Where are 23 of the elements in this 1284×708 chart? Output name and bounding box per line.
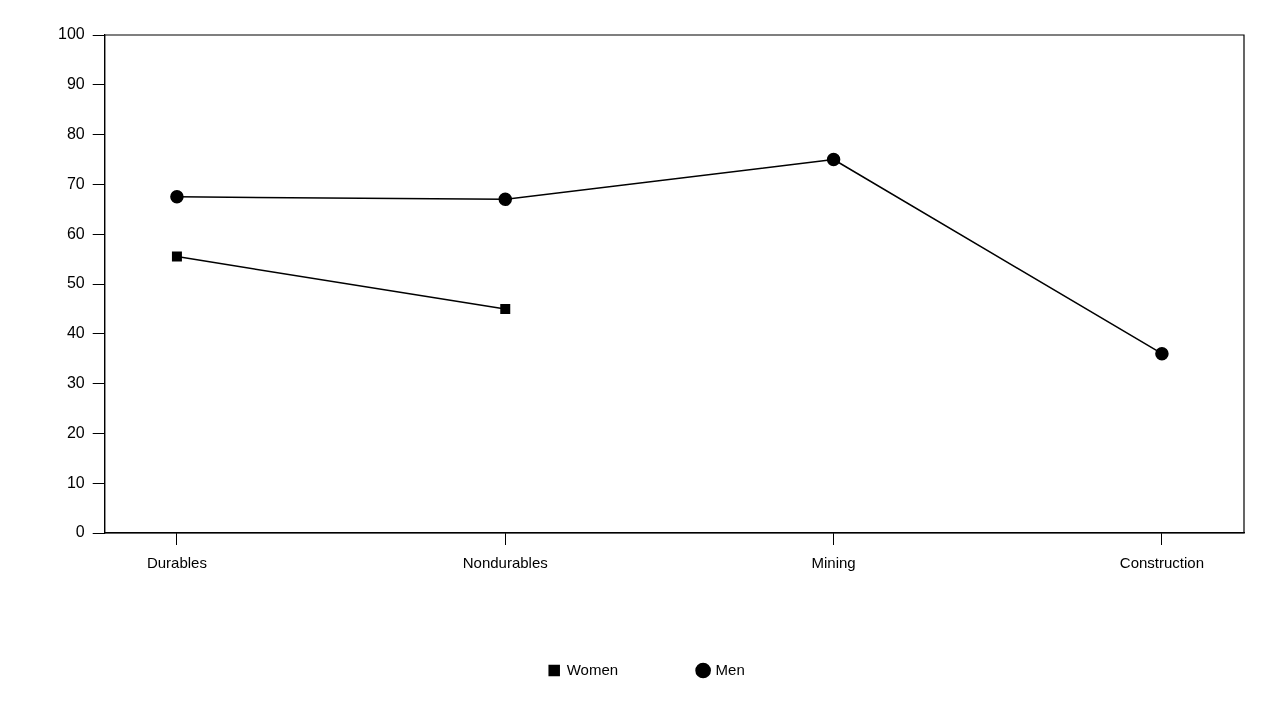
x-tick-label: Mining	[811, 554, 856, 572]
point	[170, 190, 184, 204]
y-tick-label: 30	[66, 374, 85, 392]
point	[1155, 346, 1169, 361]
y-tick-label: 50	[66, 274, 85, 292]
y-tick-label: 80	[66, 125, 85, 143]
legend-label: Women	[566, 660, 619, 678]
x-tick-label: Construction	[1119, 554, 1205, 572]
y-tick-label: 20	[66, 423, 85, 441]
y-tick-label: 90	[66, 75, 85, 93]
legend-label: Men	[715, 660, 745, 678]
point	[171, 251, 182, 262]
x-tick-label: Nondurables	[462, 554, 548, 572]
x-tick-label: Durables	[146, 554, 207, 572]
y-tick-label: 60	[66, 224, 85, 242]
point	[498, 192, 513, 207]
y-tick-label: 100	[57, 25, 85, 43]
y-tick-label: 10	[66, 473, 85, 491]
y-tick-label: 40	[66, 324, 85, 342]
point	[826, 152, 841, 167]
point	[500, 303, 511, 314]
y-tick-label: 0	[75, 523, 85, 541]
y-tick-label: 70	[66, 174, 85, 192]
